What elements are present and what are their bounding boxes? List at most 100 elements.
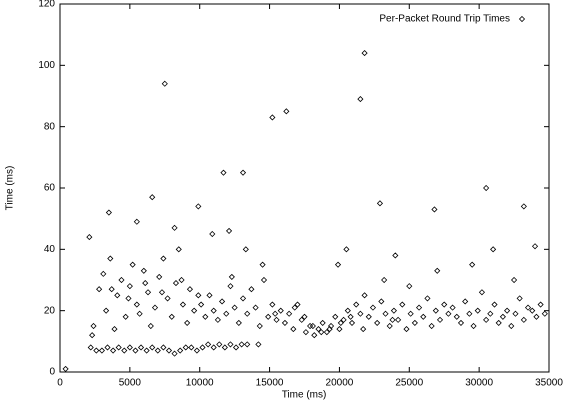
point xyxy=(406,283,413,290)
point xyxy=(232,344,240,351)
point xyxy=(98,347,105,354)
point xyxy=(378,298,385,305)
x-tick-label: 15000 xyxy=(256,378,284,389)
point xyxy=(147,322,154,330)
point xyxy=(512,310,519,317)
point xyxy=(392,252,399,259)
x-tick-label: 5000 xyxy=(119,378,142,389)
point xyxy=(478,289,486,296)
point xyxy=(160,255,167,262)
point xyxy=(142,280,149,287)
point xyxy=(487,310,494,317)
point xyxy=(110,347,117,354)
point xyxy=(199,344,206,351)
point xyxy=(111,326,118,333)
point xyxy=(255,341,262,348)
point xyxy=(365,313,372,320)
y-tick-label: 40 xyxy=(44,244,56,255)
point xyxy=(269,114,276,121)
point xyxy=(239,169,247,176)
point xyxy=(151,304,159,311)
point xyxy=(202,313,209,320)
point xyxy=(225,227,233,234)
point xyxy=(231,304,238,311)
point xyxy=(132,347,139,354)
point xyxy=(172,280,180,287)
point xyxy=(149,344,156,351)
x-tick-label: 25000 xyxy=(395,378,423,389)
point xyxy=(411,319,418,326)
point xyxy=(265,313,272,320)
point xyxy=(483,316,490,323)
point xyxy=(524,304,532,311)
point xyxy=(140,267,147,274)
point xyxy=(283,108,290,115)
point xyxy=(93,347,100,354)
point xyxy=(125,295,132,302)
point xyxy=(436,316,444,323)
point xyxy=(122,313,129,320)
legend-marker xyxy=(518,15,526,23)
point xyxy=(164,295,171,302)
point xyxy=(198,301,205,308)
point xyxy=(129,261,136,268)
x-tick-label: 20000 xyxy=(326,378,354,389)
point xyxy=(90,322,97,330)
point xyxy=(260,276,268,284)
point xyxy=(143,347,150,354)
point xyxy=(508,322,515,330)
point xyxy=(395,316,402,323)
x-axis-label: Time (ms) xyxy=(282,390,327,401)
point xyxy=(291,304,298,311)
point xyxy=(182,344,189,351)
point xyxy=(273,316,280,323)
point xyxy=(219,298,226,305)
point xyxy=(432,307,439,314)
point xyxy=(294,301,301,308)
x-tick-label: 35000 xyxy=(535,378,563,389)
point xyxy=(520,316,527,323)
point xyxy=(89,332,96,339)
point xyxy=(445,310,452,317)
point xyxy=(277,307,284,314)
point xyxy=(533,313,540,320)
point xyxy=(441,301,448,308)
y-tick-label: 0 xyxy=(49,367,55,378)
point xyxy=(242,246,249,253)
point xyxy=(220,169,227,176)
point xyxy=(191,307,198,314)
y-tick-label: 120 xyxy=(38,0,55,10)
point xyxy=(137,344,145,351)
point xyxy=(353,301,360,308)
point xyxy=(529,307,536,314)
point xyxy=(175,246,182,253)
point xyxy=(298,316,305,323)
point xyxy=(319,319,326,326)
point xyxy=(376,200,384,207)
point xyxy=(343,246,350,253)
point xyxy=(361,292,368,299)
point xyxy=(165,347,173,354)
point xyxy=(332,313,339,320)
point xyxy=(374,319,381,326)
point xyxy=(420,313,427,320)
point xyxy=(118,276,125,284)
point xyxy=(244,310,251,317)
point xyxy=(179,301,187,308)
y-tick-label: 80 xyxy=(44,121,56,132)
point xyxy=(186,286,193,293)
point xyxy=(272,310,279,317)
point xyxy=(318,329,325,336)
point xyxy=(449,304,456,311)
point xyxy=(483,184,490,192)
point xyxy=(537,301,544,308)
point xyxy=(407,310,414,317)
point xyxy=(470,322,477,330)
point xyxy=(516,295,523,302)
point xyxy=(520,203,527,210)
point xyxy=(121,347,128,354)
point xyxy=(214,316,221,323)
point xyxy=(206,292,213,299)
point xyxy=(221,344,228,351)
point xyxy=(323,329,330,336)
